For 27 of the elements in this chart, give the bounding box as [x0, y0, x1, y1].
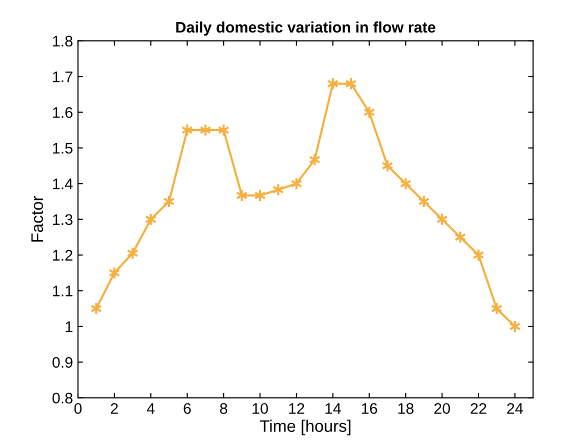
x-tick-label: 14	[326, 403, 341, 414]
x-tick-label: 10	[252, 403, 268, 414]
x-tick-label: 12	[289, 403, 304, 414]
x-tick-label: 6	[184, 403, 191, 414]
x-tick-label: 24	[507, 403, 523, 414]
x-tick-label: 4	[146, 403, 155, 414]
y-tick-label: 1.6	[53, 107, 72, 118]
y-tick-label: 1.5	[53, 142, 72, 154]
x-axis-title: Time [hours]	[260, 420, 350, 436]
y-tick-label: 1.2	[53, 250, 72, 261]
y-tick-label: 1.1	[53, 286, 72, 296]
chart-title: Daily domestic variation in flow rate	[176, 21, 436, 36]
x-tick-label: 2	[110, 403, 118, 414]
x-tick-label: 22	[470, 403, 486, 414]
y-axis-title: Factor	[31, 196, 44, 242]
x-tick-label: 0	[74, 403, 82, 414]
x-tick-label: 18	[398, 403, 414, 414]
y-tick-label: 0.9	[52, 356, 72, 368]
x-tick-label: 16	[362, 403, 378, 414]
y-tick-label: 0.8	[52, 392, 72, 404]
x-tick-label: 20	[434, 403, 450, 414]
y-tick-label: 1.3	[53, 214, 72, 226]
y-tick-label: 1.4	[53, 178, 73, 190]
y-tick-label: 1.7	[53, 72, 72, 82]
y-tick-label: 1	[66, 321, 72, 332]
y-tick-label: 1.8	[53, 36, 72, 47]
x-tick-label: 8	[220, 403, 228, 414]
